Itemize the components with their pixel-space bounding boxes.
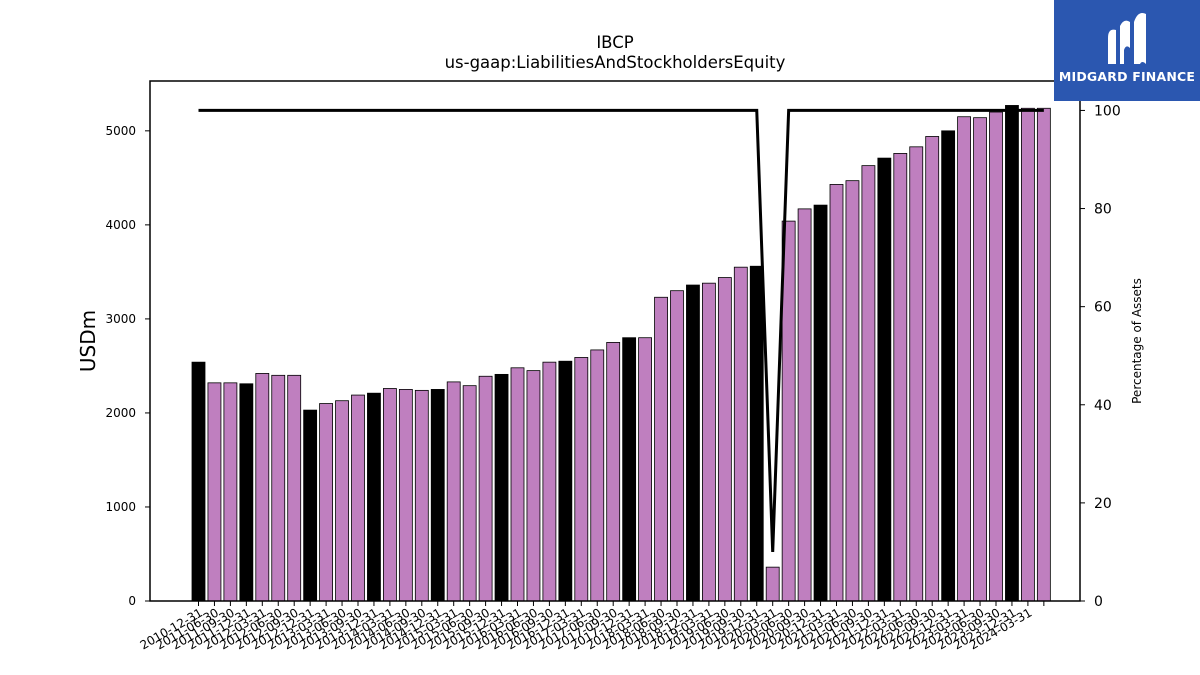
bar — [398, 389, 413, 602]
bar — [255, 373, 270, 602]
chart-title: IBCP — [596, 33, 633, 52]
y2-tick-label: 100 — [1094, 103, 1121, 119]
bar — [351, 394, 365, 602]
y2-tick-label: 0 — [1094, 594, 1103, 610]
bar — [829, 184, 844, 602]
bar-group — [191, 105, 1051, 602]
bar — [542, 361, 557, 602]
bar — [989, 111, 1003, 602]
bar — [287, 374, 302, 602]
bar — [893, 153, 908, 602]
bar — [941, 130, 956, 602]
bar — [1021, 107, 1035, 602]
bar — [909, 146, 924, 602]
bar — [414, 389, 429, 602]
bar — [271, 374, 286, 602]
y2-tick-label: 60 — [1094, 300, 1112, 316]
midgard-finance-logo: MIDGARD FINANCE — [1054, 0, 1200, 101]
y2-tick-label: 80 — [1094, 202, 1112, 218]
bar — [925, 136, 940, 602]
bar — [654, 296, 668, 602]
bar — [686, 284, 700, 602]
bar — [765, 566, 780, 602]
bar — [957, 116, 971, 602]
bar — [335, 400, 349, 602]
bar — [239, 383, 254, 602]
y-axis-label: USDm — [76, 310, 100, 372]
midgard-logo-icon — [1108, 13, 1146, 65]
x-axis: 2010-12-312011-06-302011-09-302011-12-31… — [138, 601, 1045, 652]
bar — [733, 266, 748, 602]
bar — [877, 157, 892, 602]
bar — [558, 360, 573, 602]
left-y-axis: 0 1000 2000 3000 4000 5000 — [105, 124, 150, 608]
bar — [861, 165, 876, 602]
bar — [749, 265, 764, 602]
bar — [702, 282, 716, 602]
bar — [478, 375, 493, 602]
bar — [670, 290, 684, 602]
y-tick-label: 1000 — [105, 500, 136, 514]
bar — [813, 204, 828, 602]
y-tick-label: 4000 — [105, 218, 136, 232]
bar — [622, 337, 637, 602]
y2-tick-label: 40 — [1094, 398, 1112, 414]
bar — [382, 388, 397, 602]
y2-axis-label: Percentage of Assets — [1130, 278, 1144, 404]
bar — [319, 403, 334, 602]
bar — [430, 389, 445, 602]
right-y-axis: 0 20 40 60 80 100 — [1080, 103, 1121, 610]
bar — [446, 381, 461, 602]
chart-subtitle: us-gaap:LiabilitiesAndStockholdersEquity — [445, 53, 786, 72]
bar — [494, 373, 509, 602]
bar — [781, 220, 796, 602]
bar — [1005, 105, 1019, 602]
bar — [973, 117, 987, 602]
percentage-line — [198, 108, 1044, 552]
bar — [191, 361, 206, 602]
bar — [223, 382, 238, 602]
bar — [590, 349, 605, 602]
logo-text: MIDGARD FINANCE — [1058, 69, 1196, 84]
bar — [574, 357, 589, 602]
bar — [717, 277, 732, 602]
bar — [638, 337, 652, 602]
bar — [303, 409, 318, 602]
bar — [367, 392, 381, 602]
bar — [207, 382, 222, 602]
y-tick-label: 5000 — [105, 124, 136, 138]
bar — [1036, 107, 1051, 602]
bar — [462, 385, 477, 602]
y2-tick-label: 20 — [1094, 496, 1112, 512]
percentage-line-group — [198, 108, 1044, 552]
y-tick-label: 2000 — [105, 406, 136, 420]
bar — [606, 342, 621, 602]
y-tick-label: 3000 — [105, 312, 136, 326]
plot-frame — [149, 80, 1081, 602]
bar — [845, 180, 860, 602]
y-tick-label: 0 — [128, 594, 136, 608]
bar — [510, 367, 525, 602]
bar — [526, 370, 541, 602]
bar — [797, 208, 812, 602]
